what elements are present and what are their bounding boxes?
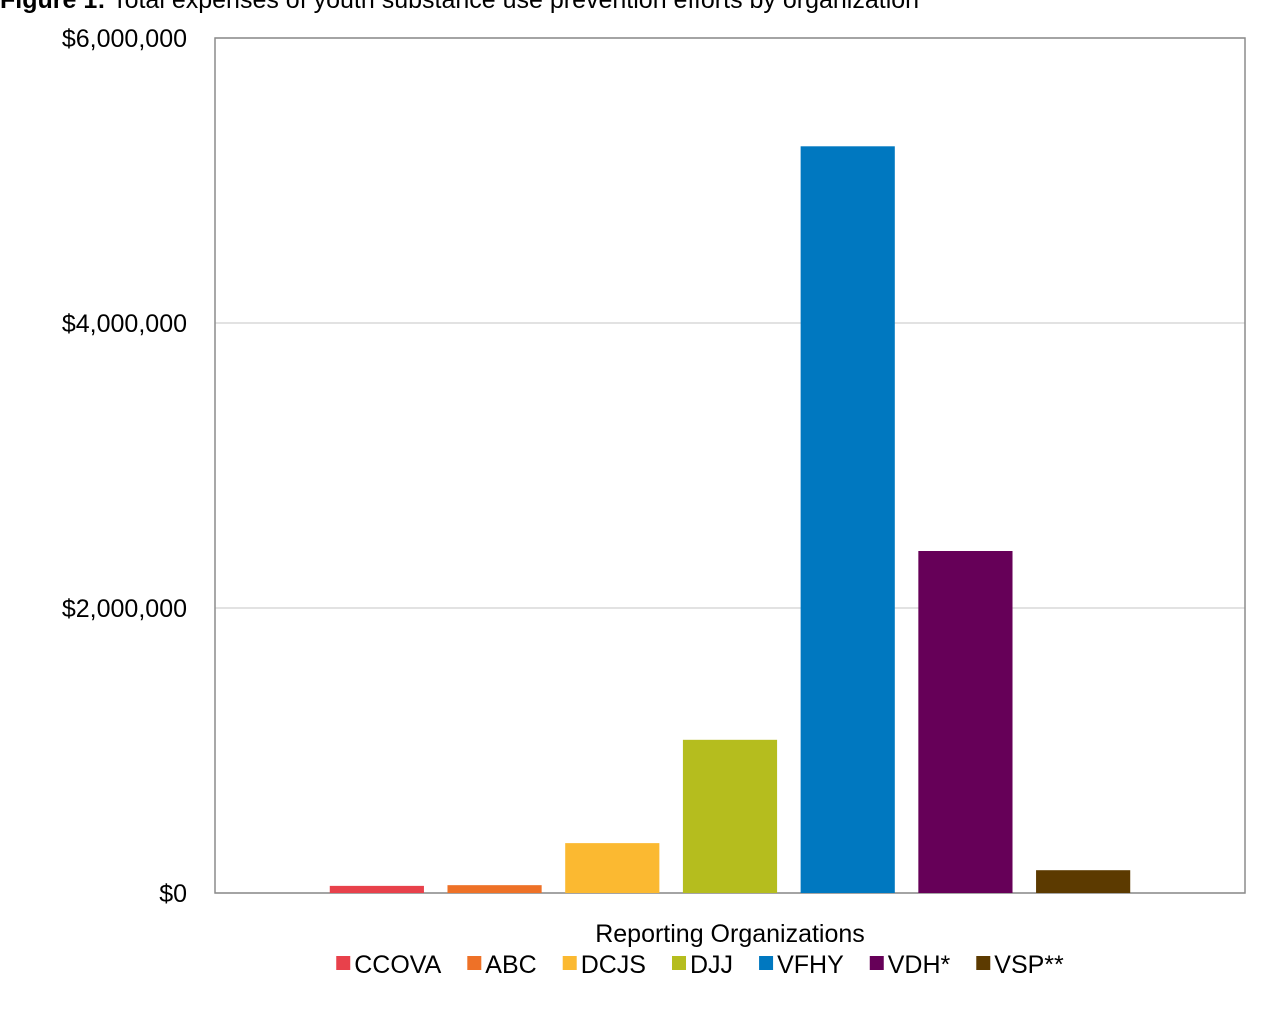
- legend-label: VDH*: [888, 951, 951, 979]
- bar: [329, 885, 424, 893]
- y-tick-label: $4,000,000: [62, 310, 187, 338]
- legend-swatch: [336, 956, 351, 970]
- bar: [565, 843, 660, 893]
- bar: [447, 885, 542, 893]
- legend-label: VSP**: [994, 951, 1064, 979]
- y-tick-label: $0: [159, 880, 187, 908]
- legend-label: DCJS: [581, 951, 646, 979]
- x-axis-label: Reporting Organizations: [595, 920, 865, 948]
- y-tick-label: $6,000,000: [62, 25, 187, 53]
- bar: [800, 146, 895, 894]
- legend-swatch: [869, 956, 884, 970]
- legend-swatch: [759, 956, 774, 970]
- bar: [682, 739, 778, 893]
- chart-title: Figure 1: Total expenses of youth substa…: [0, 0, 919, 14]
- legend-label: CCOVA: [354, 951, 441, 979]
- legend-label: VFHY: [777, 951, 844, 979]
- bar: [1036, 870, 1131, 893]
- legend-label: DJJ: [690, 951, 733, 979]
- legend-swatch: [672, 956, 687, 970]
- legend-label: ABC: [485, 951, 536, 979]
- legend-swatch: [976, 956, 991, 970]
- bar: [918, 551, 1013, 893]
- title-text: Total expenses of youth substance use pr…: [112, 0, 919, 14]
- y-tick-label: $2,000,000: [62, 595, 187, 623]
- legend-swatch: [467, 956, 482, 970]
- figure-label: Figure 1:: [0, 0, 106, 14]
- legend-swatch: [562, 956, 577, 970]
